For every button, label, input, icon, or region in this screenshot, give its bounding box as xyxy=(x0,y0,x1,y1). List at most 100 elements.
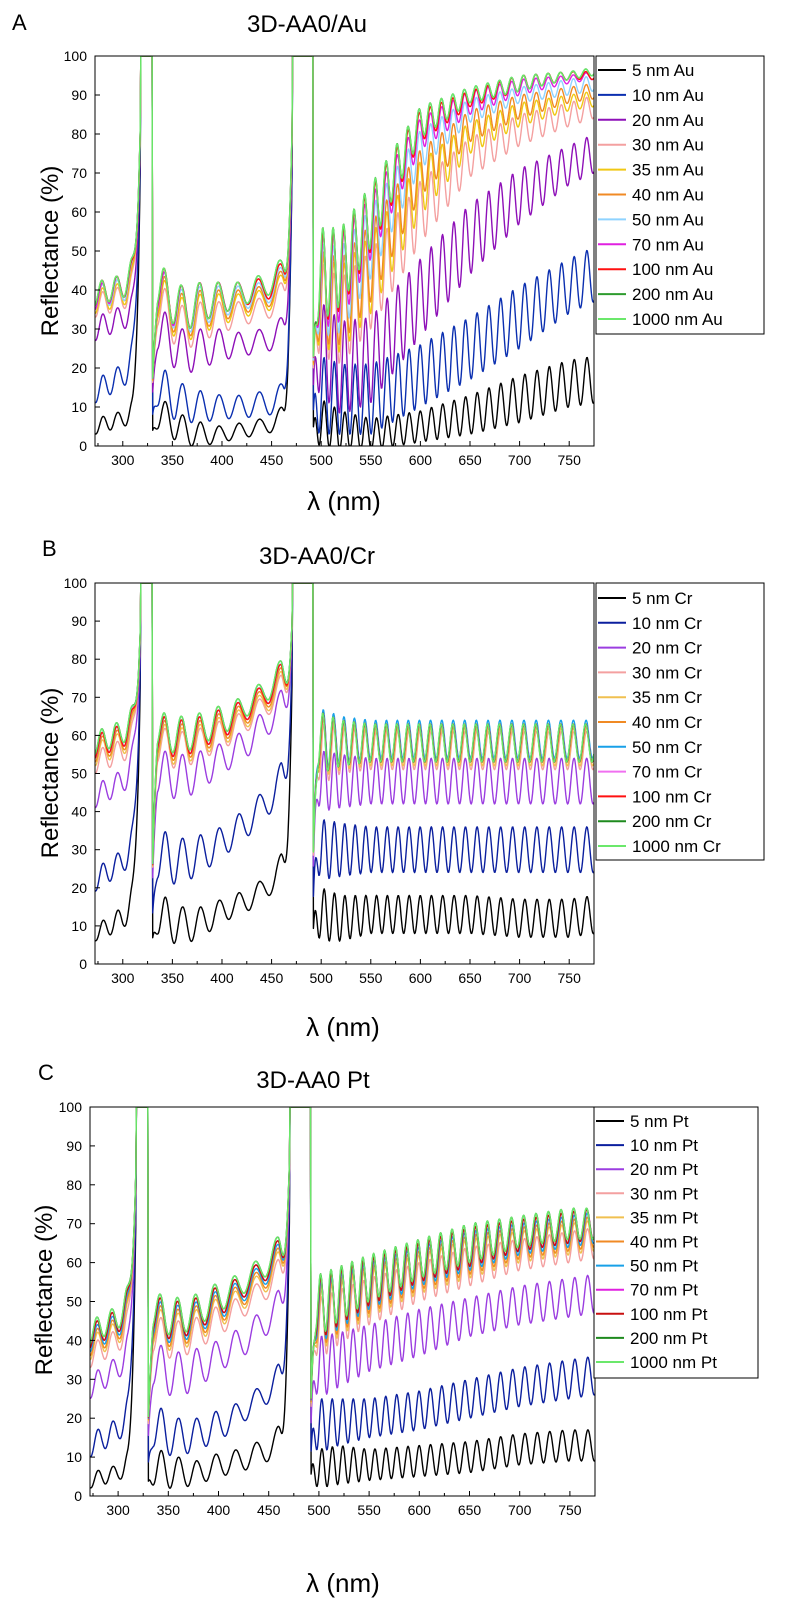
x-tick-label: 450 xyxy=(260,970,284,986)
series-line-30-nm-pt xyxy=(90,1107,595,1425)
x-tick-label: 600 xyxy=(409,970,433,986)
y-tick-label: 60 xyxy=(71,727,87,743)
y-tick-label: 80 xyxy=(66,1177,82,1193)
x-tick-label: 650 xyxy=(458,970,482,986)
y-tick-label: 60 xyxy=(71,204,87,220)
x-tick-label: 600 xyxy=(408,1502,432,1518)
y-tick-label: 50 xyxy=(66,1294,82,1310)
legend-label: 200 nm Cr xyxy=(632,812,712,831)
panel-b-x-axis-title: λ (nm) xyxy=(306,1012,380,1042)
series-line-1000-nm-pt xyxy=(90,1107,595,1418)
legend-label: 10 nm Au xyxy=(632,86,704,105)
y-tick-label: 20 xyxy=(71,880,87,896)
legend-label: 50 nm Pt xyxy=(630,1257,698,1276)
series-line-35-nm-au xyxy=(95,56,594,381)
y-tick-label: 20 xyxy=(66,1410,82,1426)
y-tick-label: 10 xyxy=(66,1449,82,1465)
x-tick-label: 400 xyxy=(210,452,234,468)
legend-label: 50 nm Au xyxy=(632,210,704,229)
y-tick-label: 90 xyxy=(71,613,87,629)
panel-c: C 3D-AA0 Pt 300 350 400 450 500 550 600 650 700 7… xyxy=(31,1060,759,1598)
legend-label: 20 nm Pt xyxy=(630,1160,698,1179)
panel-b-letter: B xyxy=(42,536,57,561)
legend-label: 100 nm Pt xyxy=(630,1305,708,1324)
y-tick-label: 0 xyxy=(79,956,87,972)
series-line-10-nm-cr xyxy=(95,583,594,914)
legend: 5 nm Pt 10 nm Pt 20 nm Pt 30 nm Pt 35 nm Pt 4… xyxy=(593,1106,759,1379)
legend-label: 70 nm Au xyxy=(632,235,704,254)
series-group xyxy=(90,1107,595,1489)
y-tick-label: 70 xyxy=(66,1216,82,1232)
series-line-10-nm-pt xyxy=(90,1107,595,1463)
legend-label: 200 nm Pt xyxy=(630,1329,708,1348)
x-tick-label: 750 xyxy=(558,1502,582,1518)
x-tick-label: 350 xyxy=(161,970,185,986)
y-tick-label: 100 xyxy=(59,1099,83,1115)
y-tick-label: 10 xyxy=(71,918,87,934)
panel-a-y-axis-title: Reflectance (%) xyxy=(37,166,64,337)
legend-label: 5 nm Cr xyxy=(632,589,693,608)
legend-label: 10 nm Cr xyxy=(632,614,702,633)
y-tick-label: 70 xyxy=(71,689,87,705)
series-line-20-nm-cr xyxy=(95,583,594,879)
y-tick-label: 30 xyxy=(71,842,87,858)
x-tick-label: 450 xyxy=(260,452,284,468)
series-line-70-nm-au xyxy=(95,56,594,380)
panel-b: B 3D-AA0/Cr 300 350 400 450 500 550 600 650 700 7… xyxy=(37,536,765,1042)
y-tick-label: 100 xyxy=(64,575,88,591)
series-line-30-nm-au xyxy=(95,56,594,384)
legend-label: 35 nm Au xyxy=(632,161,704,180)
x-tick-label: 400 xyxy=(207,1502,231,1518)
y-tick-label: 0 xyxy=(74,1488,82,1504)
x-tick-label: 500 xyxy=(310,970,334,986)
x-tick-label: 650 xyxy=(458,452,482,468)
legend: 5 nm Au 10 nm Au 20 nm Au 30 nm Au 35 nm Au 4… xyxy=(595,55,765,335)
y-tick-label: 90 xyxy=(71,87,87,103)
panel-a-plot-area: 300 350 400 450 500 550 600 650 700 750 0 10 20 30 40 5… xyxy=(64,48,765,468)
x-tick-label: 550 xyxy=(357,1502,381,1518)
legend-label: 40 nm Pt xyxy=(630,1233,698,1252)
y-tick-label: 100 xyxy=(64,48,88,64)
series-line-5-nm-pt xyxy=(90,1107,595,1489)
x-tick-label: 350 xyxy=(161,452,185,468)
x-tick-label: 400 xyxy=(210,970,234,986)
legend-label: 20 nm Cr xyxy=(632,639,702,658)
series-line-5-nm-au xyxy=(95,56,594,446)
legend-label: 50 nm Cr xyxy=(632,738,702,757)
series-group xyxy=(95,56,594,446)
y-tick-label: 0 xyxy=(79,438,87,454)
panel-b-y-axis-title: Reflectance (%) xyxy=(37,688,64,859)
y-tick-label: 20 xyxy=(71,360,87,376)
legend-label: 20 nm Au xyxy=(632,111,704,130)
panel-c-y-axis-title: Reflectance (%) xyxy=(31,1205,58,1376)
legend: 5 nm Cr 10 nm Cr 20 nm Cr 30 nm Cr 35 nm Cr 4… xyxy=(595,582,765,861)
y-tick-label: 50 xyxy=(71,243,87,259)
x-tick-label: 550 xyxy=(359,970,383,986)
series-line-1000-nm-cr xyxy=(95,583,594,865)
x-tick-label: 350 xyxy=(157,1502,181,1518)
legend-label: 40 nm Cr xyxy=(632,713,702,732)
x-tick-label: 750 xyxy=(558,970,582,986)
legend-label: 1000 nm Cr xyxy=(632,837,721,856)
series-line-1000-nm-au xyxy=(95,56,594,379)
series-line-100-nm-au xyxy=(95,56,594,379)
y-tick-label: 90 xyxy=(66,1138,82,1154)
x-tick-label: 650 xyxy=(458,1502,482,1518)
x-tick-label: 300 xyxy=(111,970,135,986)
legend-label: 1000 nm Pt xyxy=(630,1353,717,1372)
panel-b-plot-area: 300 350 400 450 500 550 600 650 700 750 0 10 20 30 40 5… xyxy=(64,575,765,986)
x-tick-label: 700 xyxy=(508,452,532,468)
y-tick-label: 80 xyxy=(71,126,87,142)
panel-c-title: 3D-AA0 Pt xyxy=(256,1067,370,1094)
x-tick-label: 500 xyxy=(307,1502,331,1518)
legend-label: 35 nm Cr xyxy=(632,688,702,707)
panel-a-title: 3D-AA0/Au xyxy=(247,11,367,38)
series-line-40-nm-au xyxy=(95,56,594,380)
y-tick-label: 40 xyxy=(71,804,87,820)
panel-a-x-axis-title: λ (nm) xyxy=(307,486,381,516)
x-tick-label: 700 xyxy=(508,970,532,986)
x-tick-label: 600 xyxy=(409,452,433,468)
x-tick-label: 450 xyxy=(257,1502,281,1518)
series-line-50-nm-au xyxy=(95,56,594,379)
